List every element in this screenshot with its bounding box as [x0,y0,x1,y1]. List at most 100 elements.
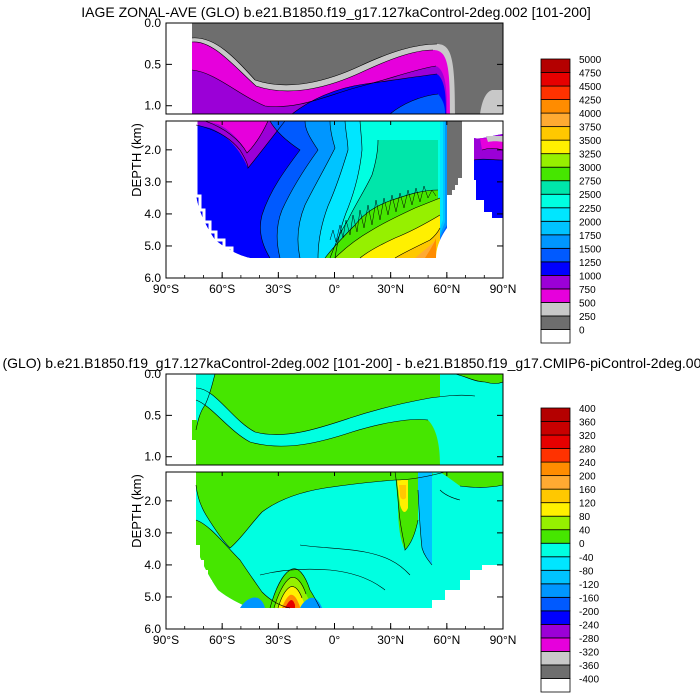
x-tick-label: 30°S [265,282,291,296]
colorbar-label: 40 [579,526,591,537]
colorbar-label: 500 [579,298,596,309]
colorbar-box [540,220,571,236]
colorbar-box [540,58,571,73]
colorbar-label: 2250 [579,204,602,215]
panel-2-upper-field [166,374,503,465]
colorbar-label: 2750 [579,177,602,188]
colorbar-box [540,99,571,114]
colorbar-label: 200 [579,472,596,483]
colorbar-label: -200 [579,607,599,618]
colorbar-label: -240 [579,620,599,631]
colorbar-label: 80 [579,512,591,523]
colorbar-box [540,180,571,195]
x-tick-label: 90°S [153,633,179,647]
colorbar-box [540,274,571,290]
colorbar-box [540,421,571,436]
colorbar-label: 280 [579,445,596,456]
y-tick-label: 5.0 [144,239,161,253]
y-tick-label: 6.0 [144,622,161,636]
colorbar-label: 750 [579,285,596,296]
colorbar-label: 1500 [579,244,602,255]
panel-1-lower-field [166,121,503,278]
y-tick-label: 0.0 [144,16,161,30]
colorbar-label: 0 [579,539,585,550]
colorbar-label: 4000 [579,109,602,120]
colorbar-label: 120 [579,499,596,510]
colorbar-box [540,234,571,249]
colorbar-box [540,651,571,666]
panel-1-title: IAGE ZONAL-AVE (GLO) b.e21.B1850.f19_g17… [81,4,591,20]
colorbar-label: 4250 [579,96,602,107]
colorbar-box [540,637,571,652]
colorbar-box [540,475,571,490]
colorbar-box [540,488,571,504]
colorbar-box [540,207,571,222]
x-tick-label: 30°S [265,633,291,647]
x-tick-label: 60°S [209,633,235,647]
colorbar-box [540,329,571,344]
y-tick-label: 3.0 [144,175,161,189]
y-tick-label: 4.0 [144,207,161,221]
colorbar-box [540,153,571,168]
panel-2-title: 2-ZONAL-AVE (GLO) b.e21.B1850.f19_g17.12… [0,355,700,371]
colorbar-box [540,448,571,463]
colorbar-label: 400 [579,404,596,415]
colorbar-box [540,542,571,558]
colorbar-label: -280 [579,634,599,645]
colorbar-box [540,85,571,100]
colorbar-box [540,407,571,422]
panel-1-ticks: 90°S 60°S 30°S 0° 30°N 60°N 90°N 0.0 0.5 1.0 2.0 3.… [144,16,516,296]
colorbar-label: 3000 [579,163,602,174]
y-tick-label: 1.0 [144,450,161,464]
colorbar-box [540,623,571,639]
panel-2: 2-ZONAL-AVE (GLO) b.e21.B1850.f19_g17.12… [0,355,700,693]
y-tick-label: 1.0 [144,99,161,113]
y-tick-label: 4.0 [144,558,161,572]
x-tick-label: 90°N [490,282,517,296]
colorbar-label: 5000 [579,55,602,66]
panel-2-ylabel: DEPTH (km) [129,474,144,548]
panel-2-colorbar: -400-360-320-280-240-200-160-120-80-4004… [540,404,599,693]
x-tick-label: 0° [329,282,341,296]
colorbar-box [540,502,571,517]
colorbar-label: 4750 [579,69,602,80]
colorbar-label: -120 [579,580,599,591]
colorbar-label: 360 [579,418,596,429]
colorbar-label: 250 [579,312,596,323]
x-tick-label: 90°S [153,282,179,296]
y-tick-label: 5.0 [144,590,161,604]
panel-1-ylabel: DEPTH (km) [129,123,144,197]
colorbar-label: 3250 [579,150,602,161]
x-tick-label: 90°N [490,633,517,647]
y-tick-label: 3.0 [144,526,161,540]
colorbar-label: 2000 [579,217,602,228]
colorbar-box [540,529,571,544]
y-tick-label: 0.5 [144,57,161,71]
y-tick-label: 2.0 [144,143,161,157]
colorbar-label: 0 [579,325,585,336]
colorbar-box [540,610,571,625]
colorbar-box [540,569,571,585]
colorbar-label: 1000 [579,271,602,282]
colorbar-box [540,664,571,679]
colorbar-box [540,678,571,693]
colorbar-label: -360 [579,661,599,672]
colorbar-box [540,166,571,182]
colorbar-box [540,139,571,155]
x-tick-label: 60°S [209,282,235,296]
colorbar-box [540,583,571,598]
colorbar-box [540,434,571,449]
colorbar-box [540,261,571,276]
panel-2-lower-field [166,472,503,629]
colorbar-label: 320 [579,431,596,442]
colorbar-box [540,596,571,612]
colorbar-label: 240 [579,458,596,469]
colorbar-box [540,461,571,477]
y-tick-label: 6.0 [144,271,161,285]
colorbar-label: 3750 [579,123,602,134]
y-tick-label: 2.0 [144,494,161,508]
colorbar-box [540,193,571,209]
y-tick-label: 0.5 [144,408,161,422]
colorbar-box [540,72,571,87]
